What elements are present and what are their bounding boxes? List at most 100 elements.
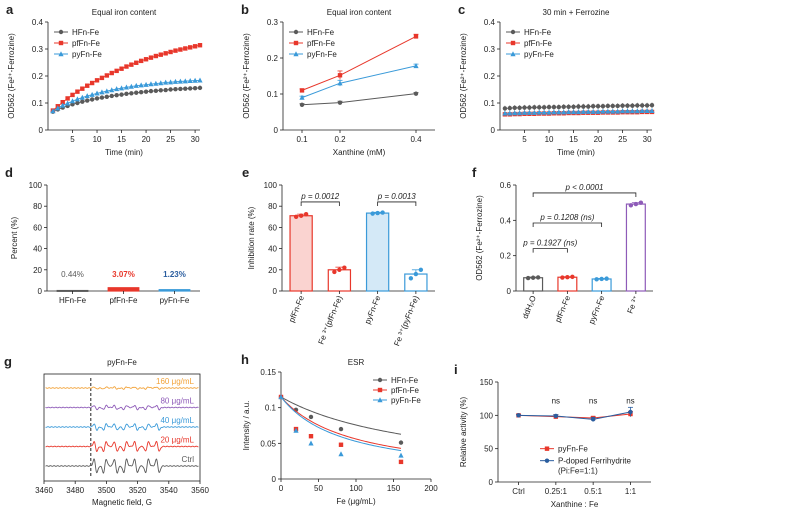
legend-label: pyFn-Fe: [307, 50, 337, 59]
data-point: [109, 87, 115, 93]
data-point: [99, 95, 105, 100]
series-pyfn-fe: [278, 394, 404, 458]
data-point: [104, 94, 110, 99]
replicate-point: [332, 269, 337, 275]
data-point: [546, 109, 552, 115]
data-point: [649, 108, 655, 114]
y-tick-label: 80: [33, 202, 42, 211]
data-point: [624, 108, 631, 114]
data-point: [553, 413, 559, 419]
data-point: [531, 109, 537, 115]
data-point: [516, 413, 521, 418]
data-point: [187, 86, 193, 91]
data-point: [507, 105, 513, 111]
significance-label: ns: [626, 396, 634, 405]
data-point: [619, 108, 626, 114]
x-tick-label: 0.4: [410, 135, 422, 144]
spectrum-trace: [45, 458, 199, 474]
x-tick-label: 100: [349, 484, 363, 493]
data-point: [595, 104, 601, 109]
data-point: [173, 87, 178, 92]
trace-label: 80 μg/mL: [160, 397, 194, 406]
data-point: [278, 394, 284, 400]
data-point: [109, 70, 114, 76]
panel-i: 0 50 100 150 Xanthine : Fe Relative activity …: [454, 362, 651, 509]
data-point: [55, 105, 61, 111]
data-point: [94, 78, 100, 83]
panel-e: 0 20 40 60 80 100 Inhibition rate (%) e pfFn-Fe F…: [242, 165, 435, 347]
panel-label: d: [5, 165, 13, 180]
data-point: [119, 92, 124, 97]
data-point: [615, 108, 621, 114]
data-point: [299, 88, 305, 93]
data-point: [134, 90, 139, 95]
data-point: [75, 89, 80, 94]
data-point: [581, 104, 586, 109]
data-point: [502, 106, 508, 111]
data-point: [197, 77, 203, 83]
data-point: [192, 85, 198, 91]
panel-label: g: [4, 354, 12, 369]
data-point: [178, 86, 183, 92]
y-tick-label: 20: [33, 266, 42, 275]
panel-label: f: [472, 165, 477, 180]
y-tick-label: 60: [33, 223, 42, 232]
x-tick-label: HFn-Fe: [59, 296, 87, 305]
y-tick-label: 40: [268, 245, 277, 254]
data-point: [148, 81, 154, 87]
data-point: [50, 108, 56, 114]
fit-curve: [280, 396, 402, 435]
panel-label: i: [454, 362, 458, 377]
y-tick-label: 0.4: [484, 18, 496, 27]
x-tick-label: 150: [387, 484, 401, 493]
x-tick-label: pfFn-Fe: [553, 294, 572, 324]
y-axis-label: OD562 (Fe²⁺-Ferrozine): [459, 33, 468, 119]
data-point: [590, 108, 596, 114]
data-point: [639, 103, 645, 108]
y-axis-label: Intensity / a.u.: [242, 401, 251, 451]
x-axis-label: Time (min): [105, 148, 143, 157]
data-point: [512, 110, 518, 116]
data-point: [85, 98, 90, 103]
chart-title: ESR: [348, 358, 365, 367]
data-point: [338, 442, 344, 447]
data-point: [512, 105, 517, 111]
y-tick-label: 0: [489, 478, 494, 487]
spectrum-trace: [45, 404, 199, 411]
data-point: [182, 78, 188, 84]
data-point: [413, 34, 419, 39]
bar: [107, 287, 140, 292]
data-point: [153, 80, 159, 86]
x-tick-label: 25: [618, 135, 627, 144]
legend-marker: [293, 29, 299, 35]
x-tick-label: 30: [191, 135, 200, 144]
data-point: [398, 459, 404, 465]
data-point: [308, 414, 314, 420]
bar: [365, 212, 390, 292]
replicate-point: [535, 275, 541, 280]
data-point: [561, 104, 566, 109]
replicate-point: [604, 276, 609, 281]
data-point: [546, 104, 552, 110]
x-tick-label: 20: [594, 135, 603, 144]
y-tick-label: 0.1: [265, 404, 277, 413]
data-point: [138, 82, 144, 88]
data-point: [551, 104, 557, 110]
panel-label: a: [6, 2, 14, 17]
data-point: [586, 104, 591, 109]
x-tick-label: 25: [166, 135, 175, 144]
legend-label: HFn-Fe: [524, 28, 552, 37]
significance-label: ns: [589, 396, 597, 405]
series-1: [516, 406, 633, 422]
y-tick-label: 20: [268, 266, 277, 275]
replicate-point: [565, 275, 570, 280]
y-tick-label: 0.3: [267, 18, 279, 27]
series-pffn-fe: [299, 33, 419, 93]
data-point: [177, 78, 183, 84]
chart-title: Equal iron content: [327, 8, 392, 17]
data-point: [634, 108, 640, 114]
data-point: [337, 100, 343, 105]
data-point: [398, 452, 404, 458]
legend-marker: [293, 40, 299, 46]
series-pyfn-fe: [502, 108, 655, 116]
